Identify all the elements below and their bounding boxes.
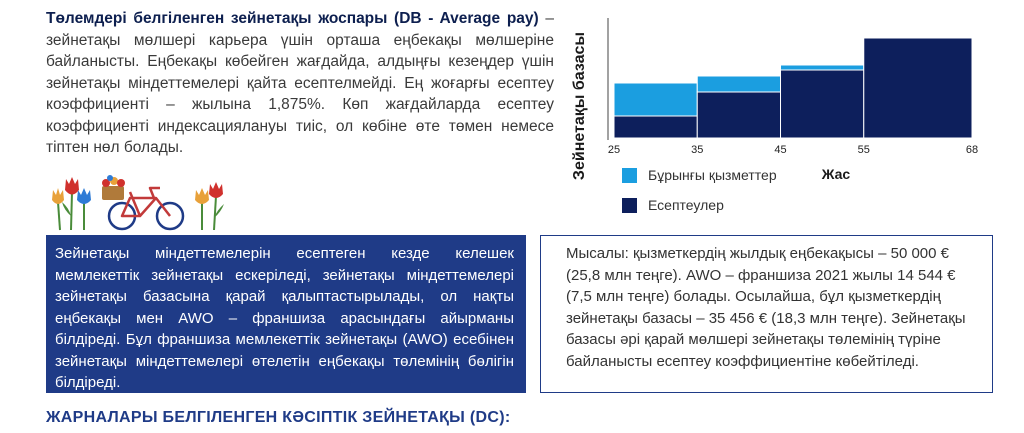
example-text: Мысалы: қызметкердің жылдық еңбекақысы –… [566,245,966,370]
pension-base-chart: 25 35 45 55 68 Зейнетақы базасы Жас Бұрынғы … [571,18,978,213]
bar-accruals [613,115,698,139]
legend-label: Есептеулер [648,197,724,213]
intro-paragraph: Төлемдері белгіленген зейнетақы жоспары … [46,8,554,159]
bicycle-and-tulips-icon [52,175,224,231]
x-axis-label: Жас [821,166,851,182]
bar-accruals [863,37,973,139]
y-axis-label: Зейнетақы базасы [571,32,588,180]
x-tick-label: 55 [858,144,870,156]
section-heading-dc: ЖАРНАЛАРЫ БЕЛГІЛЕНГЕН КӘСІПТІК ЗЕЙНЕТАҚЫ… [46,409,511,426]
tulip-icon [195,182,224,231]
intro-body: – зейнетақы мөлшері карьера үшін орташа … [46,10,554,156]
bar-accruals [696,91,782,139]
pension-liabilities-text: Зейнетақы міндеттемелерін есептеген кезд… [55,245,514,391]
tulip-icon [77,188,91,230]
example-box: Мысалы: қызметкердің жылдық еңбекақысы –… [540,235,993,393]
bar-accruals [780,69,865,139]
intro-heading: Төлемдері белгіленген зейнетақы жоспары … [46,10,539,27]
chart-bars [613,37,973,139]
tulip-icon [52,177,79,231]
x-tick-label: 68 [966,144,978,156]
legend-swatch [622,198,637,213]
pension-liabilities-box: Зейнетақы міндеттемелерін есептеген кезд… [46,235,526,393]
x-tick-label: 25 [608,144,620,156]
bar-past-service [613,82,698,117]
legend-swatch [622,168,637,183]
x-tick-label: 35 [691,144,703,156]
x-tick-labels: 25 35 45 55 68 [608,144,978,156]
chart-legend: Бұрынғы қызметтер Есептеулер [622,167,777,213]
legend-label: Бұрынғы қызметтер [648,167,777,183]
bar-past-service [696,75,782,93]
bicycle-icon [102,175,185,231]
bar-past-service [780,64,865,71]
x-tick-label: 45 [774,144,786,156]
